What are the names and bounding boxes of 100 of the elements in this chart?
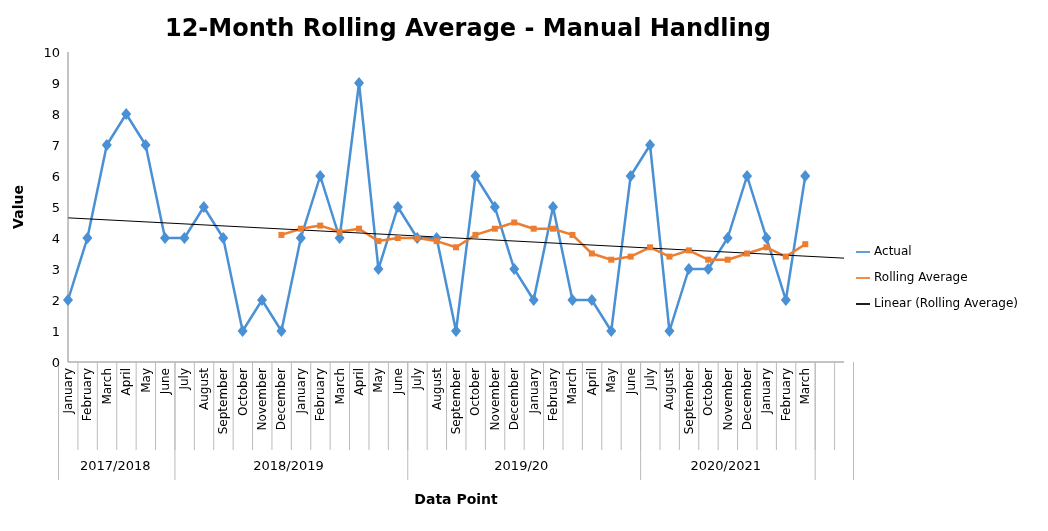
- point: [761, 232, 772, 244]
- point: [666, 253, 673, 260]
- point: [489, 201, 500, 213]
- y-tick-label: 5: [51, 199, 60, 215]
- point: [683, 263, 694, 275]
- point: [722, 232, 733, 244]
- x-tick-label: February: [546, 368, 561, 422]
- x-tick-label: September: [681, 367, 696, 435]
- text: 2019/20: [494, 458, 549, 473]
- point: [453, 244, 460, 251]
- point: [586, 294, 597, 306]
- point: [802, 241, 809, 248]
- point: [375, 238, 382, 245]
- x-tick-label: March: [798, 368, 813, 405]
- point: [356, 225, 363, 232]
- x-tick-label: March: [332, 368, 347, 405]
- x-tick-label: June: [623, 368, 638, 396]
- x-tick-label: May: [371, 368, 386, 393]
- point: [392, 201, 403, 213]
- x-tick-label: November: [487, 367, 502, 431]
- y-tick-label: 7: [51, 137, 60, 153]
- x-tick-label: December: [274, 367, 289, 431]
- point: [550, 225, 557, 232]
- y-tick-label: 1: [51, 323, 60, 339]
- x-tick-label: April: [352, 368, 367, 396]
- point: [800, 170, 811, 182]
- point: [627, 253, 634, 260]
- y-tick-label: 6: [51, 168, 60, 184]
- x-tick-label: October: [468, 367, 483, 417]
- x-tick-label: March: [99, 368, 114, 405]
- point: [198, 201, 209, 213]
- x-tick-label: December: [740, 367, 755, 431]
- point: [703, 263, 714, 275]
- y-tick-label: 0: [51, 354, 60, 370]
- point: [647, 244, 654, 251]
- point: [625, 170, 636, 182]
- x-tick-label: September: [216, 367, 231, 435]
- point: [685, 247, 692, 254]
- point: [606, 325, 617, 337]
- legend-label: Rolling Average: [874, 270, 968, 284]
- x-tick-label: November: [720, 367, 735, 431]
- point: [608, 256, 615, 263]
- point: [101, 139, 112, 151]
- x-tick-label: February: [313, 368, 328, 422]
- point: [472, 231, 479, 238]
- point: [317, 222, 324, 229]
- point: [491, 225, 498, 232]
- x-tick-label: October: [235, 367, 250, 417]
- point: [567, 294, 578, 306]
- y-tick-label: 3: [51, 261, 60, 277]
- point: [742, 170, 753, 182]
- point: [276, 325, 287, 337]
- x-tick-label: June: [158, 368, 173, 396]
- x-tick-label: February: [778, 368, 793, 422]
- point: [140, 139, 151, 151]
- text: 2020/2021: [690, 458, 762, 473]
- point: [63, 294, 73, 306]
- point: [315, 170, 326, 182]
- x-tick-label: July: [643, 368, 658, 391]
- point: [664, 325, 675, 337]
- text: 2017/2018: [80, 458, 151, 473]
- x-tick-label: December: [507, 367, 522, 431]
- point: [394, 235, 401, 241]
- x-axis-title: Data Point: [414, 491, 499, 507]
- legend-label: Linear (Rolling Average): [874, 296, 1018, 310]
- point: [763, 244, 770, 251]
- point: [588, 250, 595, 257]
- point: [82, 232, 93, 244]
- x-tick-label: August: [429, 367, 444, 410]
- point: [528, 294, 539, 306]
- x-tick-label: April: [584, 368, 599, 396]
- point: [744, 250, 751, 257]
- x-tick-label: August: [196, 367, 211, 410]
- point: [295, 232, 306, 244]
- point: [218, 232, 229, 244]
- x-tick-label: January: [526, 368, 541, 415]
- y-tick-label: 9: [51, 75, 60, 91]
- x-tick-label: September: [449, 367, 464, 435]
- point: [121, 108, 132, 120]
- point: [724, 256, 731, 263]
- y-tick-label: 2: [51, 292, 60, 308]
- point: [511, 219, 518, 226]
- point: [297, 225, 304, 232]
- legend-label: Actual: [874, 244, 912, 258]
- point: [509, 263, 520, 275]
- point: [705, 256, 712, 263]
- point: [179, 232, 190, 244]
- x-tick-label: August: [662, 367, 677, 410]
- x-tick-label: November: [255, 367, 270, 431]
- y-tick-label: 4: [51, 230, 60, 246]
- x-tick-label: January: [61, 368, 75, 415]
- point: [336, 228, 343, 235]
- point: [530, 225, 537, 232]
- point: [569, 231, 576, 238]
- point: [433, 238, 440, 245]
- y-tick-label: 8: [51, 106, 60, 122]
- point: [782, 253, 789, 260]
- point: [237, 325, 248, 337]
- x-tick-label: January: [759, 368, 774, 415]
- point: [645, 139, 656, 151]
